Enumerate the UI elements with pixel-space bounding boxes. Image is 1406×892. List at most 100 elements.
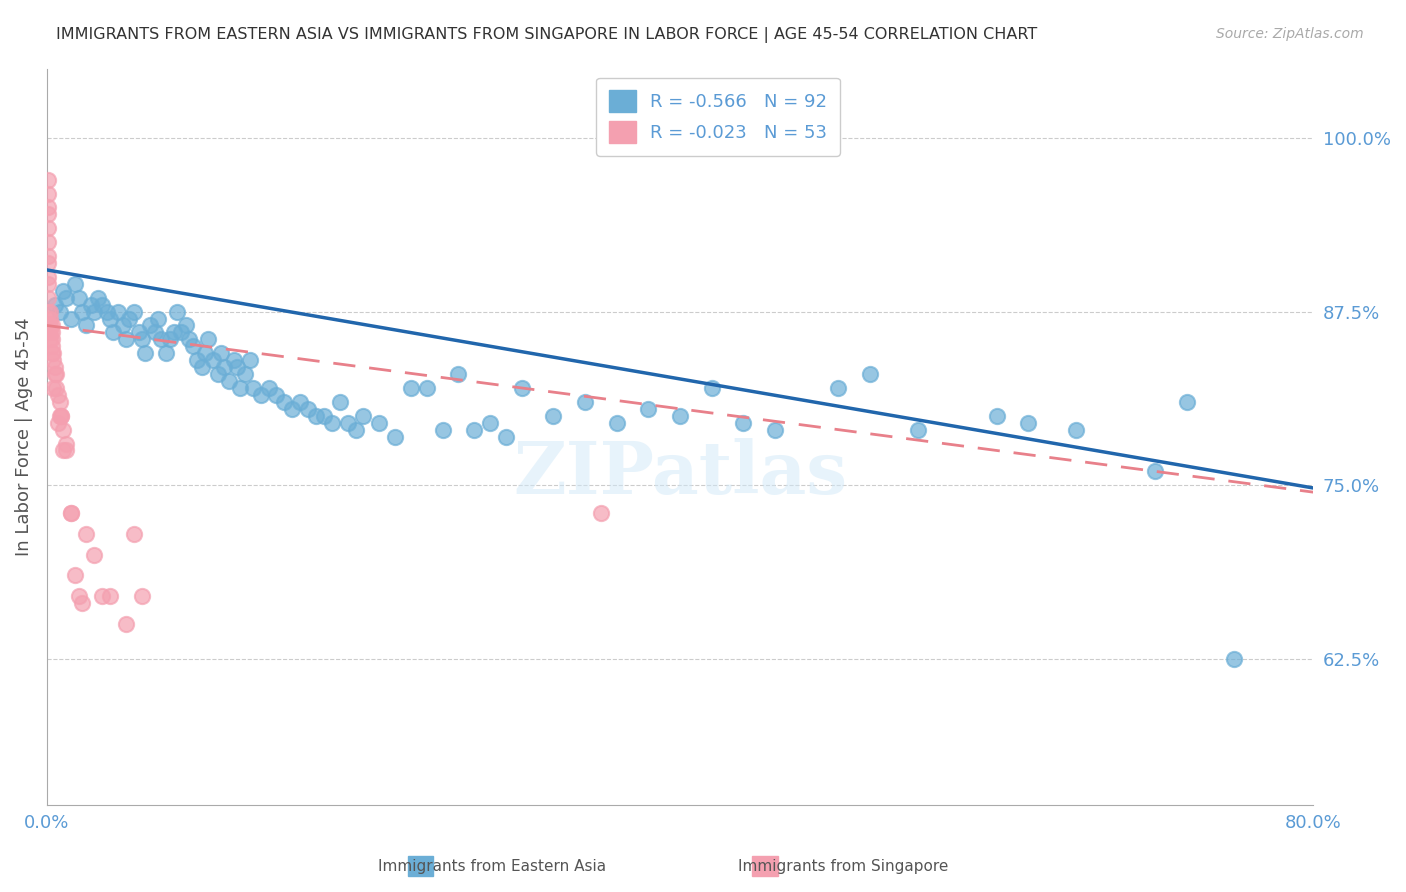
Point xyxy=(37,186,59,201)
Point xyxy=(179,332,201,346)
Point xyxy=(83,548,105,562)
Point xyxy=(39,304,62,318)
Point xyxy=(44,360,66,375)
Point xyxy=(75,318,97,333)
Point xyxy=(91,590,114,604)
Point xyxy=(229,381,252,395)
Point xyxy=(39,318,62,333)
Point xyxy=(83,304,105,318)
Point xyxy=(149,332,172,346)
Point xyxy=(37,318,59,333)
Point xyxy=(131,590,153,604)
Point xyxy=(52,423,75,437)
Point xyxy=(986,409,1008,423)
Point xyxy=(399,381,422,395)
Point xyxy=(41,318,63,333)
Point xyxy=(70,596,93,610)
Point xyxy=(128,326,150,340)
Point xyxy=(41,326,63,340)
Point xyxy=(143,326,166,340)
Point xyxy=(37,221,59,235)
Point xyxy=(48,409,70,423)
Point xyxy=(55,291,77,305)
Point xyxy=(42,381,65,395)
Point xyxy=(238,353,260,368)
Point xyxy=(574,395,596,409)
Point xyxy=(288,395,311,409)
Point xyxy=(59,506,82,520)
Point xyxy=(1017,416,1039,430)
Point xyxy=(181,339,204,353)
Point xyxy=(67,590,90,604)
Legend: R = -0.566   N = 92, R = -0.023   N = 53: R = -0.566 N = 92, R = -0.023 N = 53 xyxy=(596,78,839,156)
Point xyxy=(155,346,177,360)
Point xyxy=(257,381,280,395)
Point xyxy=(46,416,69,430)
Point xyxy=(37,277,59,291)
Point xyxy=(353,409,375,423)
Point xyxy=(479,416,502,430)
Point xyxy=(212,360,235,375)
Point xyxy=(67,291,90,305)
Point xyxy=(39,326,62,340)
Point xyxy=(170,326,193,340)
Point xyxy=(297,401,319,416)
Point xyxy=(202,353,225,368)
Point xyxy=(159,332,181,346)
Point xyxy=(115,332,138,346)
Point xyxy=(305,409,328,423)
Point xyxy=(131,332,153,346)
Point xyxy=(827,381,849,395)
Point xyxy=(273,395,295,409)
Point xyxy=(118,311,141,326)
Point xyxy=(96,304,118,318)
Point xyxy=(606,416,628,430)
Point xyxy=(134,346,156,360)
Point xyxy=(48,304,70,318)
Point xyxy=(209,346,232,360)
Point xyxy=(321,416,343,430)
Point xyxy=(233,367,256,381)
Point xyxy=(91,298,114,312)
Point xyxy=(197,332,219,346)
Point xyxy=(41,346,63,360)
Point xyxy=(281,401,304,416)
Point xyxy=(384,429,406,443)
Point xyxy=(543,409,565,423)
Point xyxy=(447,367,470,381)
Point xyxy=(107,304,129,318)
Point xyxy=(37,304,59,318)
Point xyxy=(166,304,188,318)
Point xyxy=(52,443,75,458)
Point xyxy=(329,395,352,409)
Point xyxy=(907,423,929,437)
Point xyxy=(65,277,87,291)
Point xyxy=(266,388,288,402)
Point xyxy=(191,360,214,375)
Point xyxy=(218,374,240,388)
Point xyxy=(225,360,247,375)
Point xyxy=(98,311,121,326)
Point xyxy=(98,590,121,604)
Point xyxy=(37,269,59,284)
Point xyxy=(186,353,208,368)
Point xyxy=(37,249,59,263)
Y-axis label: In Labor Force | Age 45-54: In Labor Force | Age 45-54 xyxy=(15,318,32,556)
Point xyxy=(86,291,108,305)
Text: Immigrants from Eastern Asia: Immigrants from Eastern Asia xyxy=(378,859,606,874)
Point xyxy=(146,311,169,326)
Point xyxy=(700,381,723,395)
Point xyxy=(44,298,66,312)
Point xyxy=(637,401,659,416)
Point xyxy=(222,353,245,368)
Point xyxy=(194,346,217,360)
Point xyxy=(162,326,184,340)
Point xyxy=(432,423,454,437)
Point xyxy=(669,409,692,423)
Point xyxy=(174,318,197,333)
Point xyxy=(115,617,138,632)
Point xyxy=(1143,464,1166,478)
Point xyxy=(37,235,59,249)
Point xyxy=(41,339,63,353)
Text: ZIPatlas: ZIPatlas xyxy=(513,438,848,509)
